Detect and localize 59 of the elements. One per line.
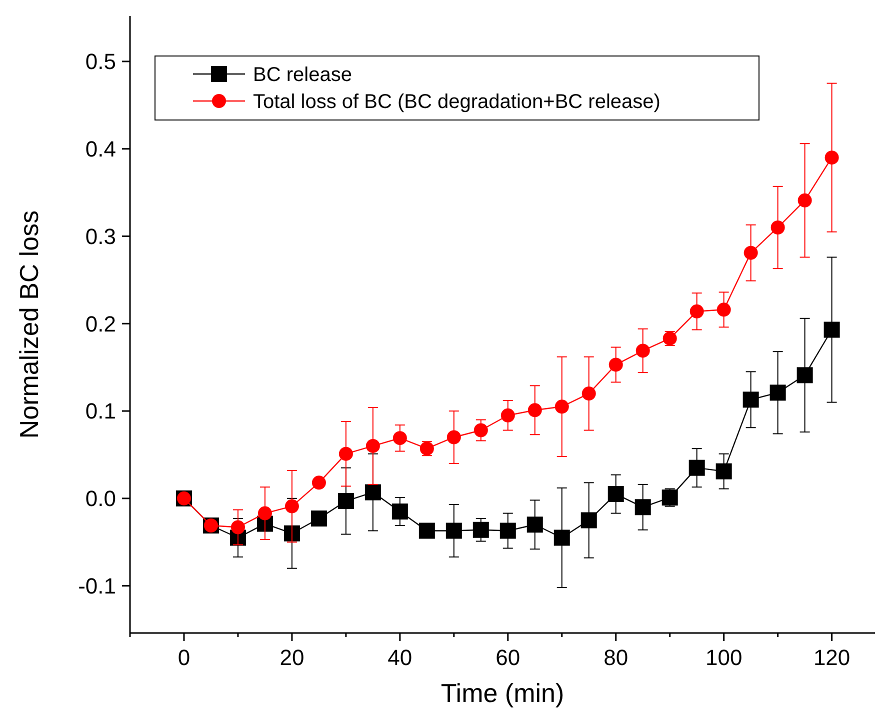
point — [474, 423, 488, 438]
point — [446, 522, 462, 539]
point — [364, 484, 381, 500]
y-tick-label: 0.4 — [85, 136, 116, 162]
point — [528, 403, 542, 418]
x-tick-label: 20 — [280, 645, 304, 670]
point — [392, 431, 407, 446]
point — [716, 463, 732, 480]
point — [284, 525, 300, 542]
y-tick-label: 0.0 — [85, 486, 116, 512]
point — [554, 530, 570, 546]
point — [446, 430, 461, 444]
x-tick-label: 120 — [813, 645, 850, 670]
point — [716, 302, 731, 317]
y-axis-title: Normalized BC loss — [14, 210, 44, 439]
x-tick-label: 80 — [604, 645, 628, 670]
legend-label: Total loss of BC (BC degradation+BC release) — [253, 91, 660, 113]
x-tick-label: 60 — [496, 645, 520, 670]
point — [500, 408, 515, 422]
x-tick-label: 0 — [178, 645, 190, 670]
y-tick-label: 0.1 — [85, 398, 116, 424]
point — [634, 499, 651, 516]
point — [338, 446, 353, 461]
point — [284, 499, 299, 514]
point — [770, 220, 785, 234]
point — [392, 504, 408, 520]
point — [742, 392, 759, 408]
point — [744, 246, 758, 260]
point — [582, 386, 596, 401]
point — [338, 493, 354, 510]
x-tick-label: 40 — [388, 645, 412, 670]
point — [824, 322, 840, 338]
legend-label: BC release — [253, 64, 352, 86]
point — [690, 304, 704, 318]
y-tick-label: -0.1 — [78, 574, 116, 599]
point — [580, 512, 597, 528]
point — [824, 150, 839, 165]
point — [418, 522, 435, 539]
point — [230, 520, 245, 534]
x-tick-label: 100 — [705, 645, 742, 670]
point — [554, 400, 569, 414]
point — [798, 193, 812, 208]
y-tick-label: 0.5 — [85, 49, 116, 74]
point — [258, 506, 272, 520]
point — [636, 344, 650, 358]
point — [688, 460, 705, 476]
point — [526, 516, 543, 533]
point — [366, 438, 380, 453]
y-tick-label: 0.2 — [85, 311, 116, 336]
point — [796, 367, 813, 384]
y-tick-label: 0.3 — [85, 224, 116, 249]
point — [500, 522, 516, 539]
x-axis-title: Time (min) — [440, 678, 564, 708]
point — [312, 476, 326, 490]
point — [608, 486, 624, 502]
point — [472, 522, 489, 538]
point — [608, 358, 623, 372]
point — [770, 384, 786, 401]
point — [310, 510, 327, 527]
